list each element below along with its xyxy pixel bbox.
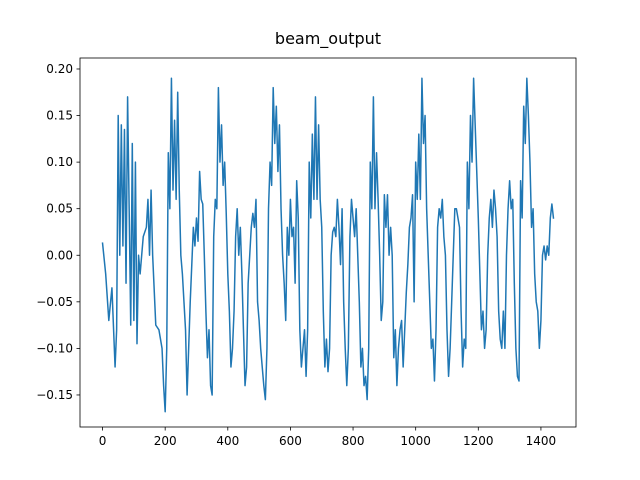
y-tick-label: 0.00 — [46, 248, 73, 262]
x-tick-label: 400 — [216, 434, 239, 448]
x-tick-label: 200 — [154, 434, 177, 448]
y-tick-label: −0.05 — [36, 295, 73, 309]
x-tick-label: 1200 — [463, 434, 494, 448]
y-tick-label: 0.20 — [46, 62, 73, 76]
x-tick-label: 600 — [279, 434, 302, 448]
axes-frame — [79, 57, 577, 428]
y-tick-label: −0.10 — [36, 341, 73, 355]
x-tick-label: 0 — [99, 434, 107, 448]
y-tick-label: −0.15 — [36, 388, 73, 402]
x-tick-label: 800 — [342, 434, 365, 448]
plot-area — [101, 77, 555, 413]
x-tick-label: 1400 — [526, 434, 557, 448]
y-tick-label: 0.15 — [46, 109, 73, 123]
y-tick-label: 0.05 — [46, 202, 73, 216]
chart-title: beam_output — [275, 29, 381, 49]
x-tick-label: 1000 — [400, 434, 431, 448]
y-tick-label: 0.10 — [46, 155, 73, 169]
series-line — [101, 77, 555, 413]
